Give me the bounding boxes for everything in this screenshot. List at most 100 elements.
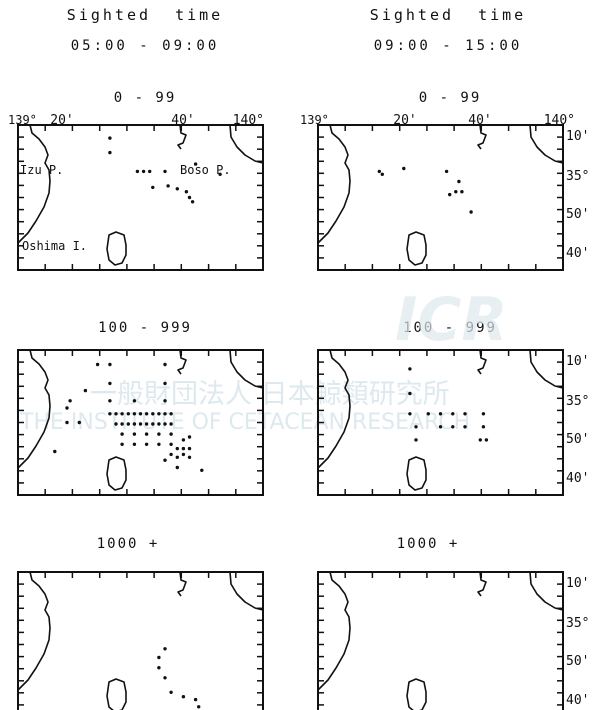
sighting-dot <box>65 406 69 410</box>
sighting-dot <box>157 422 161 426</box>
sighting-dot <box>157 412 161 416</box>
oshima-island <box>106 231 127 266</box>
panel-frame <box>17 571 264 710</box>
sighting-dot <box>132 422 137 426</box>
sighting-dot <box>377 169 381 174</box>
latitude-label: 10' <box>566 354 589 369</box>
sighting-dot <box>454 190 458 194</box>
sighting-dot <box>157 655 161 660</box>
sighting-dot <box>408 412 412 416</box>
place-name-oshima: Oshima I. <box>22 239 87 253</box>
place-name-izu: Izu P. <box>20 163 63 177</box>
sighting-dot <box>181 438 186 442</box>
boso-peninsula-coast <box>229 571 264 611</box>
sighting-dot <box>163 362 167 367</box>
sighting-dot <box>132 412 137 416</box>
latitude-label: 35° <box>566 616 589 631</box>
sighting-dot <box>95 362 100 367</box>
sighting-dot <box>200 468 204 472</box>
boso-coast-inlet <box>177 124 187 150</box>
latitude-label: 40' <box>566 471 589 486</box>
sighting-dot <box>120 442 124 446</box>
sighting-dot <box>193 162 198 166</box>
sighting-dot <box>402 166 406 171</box>
longitude-label-139: 139° <box>8 113 37 127</box>
oshima-island <box>406 231 427 266</box>
sighting-dot <box>218 172 222 176</box>
sighting-dot <box>181 446 186 451</box>
sighting-dot <box>83 388 88 393</box>
boso-coast-inlet <box>177 571 187 597</box>
sighting-dot <box>451 425 455 429</box>
sighting-dot <box>108 150 112 155</box>
sighting-dot <box>463 425 467 429</box>
latitude-label: 10' <box>566 576 589 591</box>
sighting-dot <box>132 432 137 436</box>
map-panel <box>17 571 264 710</box>
sighting-dot <box>151 185 155 190</box>
boso-peninsula-coast <box>229 349 264 389</box>
sighting-dot <box>151 422 155 426</box>
sighting-dot <box>169 432 173 436</box>
sighting-dot <box>163 676 167 680</box>
sighting-dot <box>163 399 167 403</box>
time-range-left: 05:00 - 09:00 <box>70 38 220 54</box>
boso-coast-inlet <box>177 349 187 375</box>
sighting-dot <box>108 362 112 367</box>
sighting-dot <box>108 136 112 140</box>
sighting-dot <box>163 422 167 426</box>
watermark-japanese: 一般財団法人 日本鯨類研究所 <box>90 379 450 410</box>
group-label-medium-left: 100 - 999 <box>98 320 192 336</box>
latitude-label: 35° <box>566 394 589 409</box>
sighting-dot <box>65 420 69 425</box>
sighting-dot <box>132 442 137 446</box>
sighting-dot <box>126 422 130 426</box>
latitude-label: 40' <box>566 246 589 261</box>
izu-peninsula-coast <box>17 124 51 244</box>
sighting-dot <box>77 420 81 425</box>
sighting-dot <box>144 442 149 446</box>
sighting-dot <box>114 422 118 426</box>
group-label-small-right: 0 - 99 <box>418 90 482 106</box>
sighting-dot <box>408 367 412 371</box>
boso-peninsula-coast <box>529 124 564 164</box>
sighting-dot <box>163 169 167 174</box>
izu-peninsula-coast <box>17 349 51 469</box>
sighting-dot <box>451 412 455 416</box>
sighting-dot <box>144 422 149 426</box>
longitude-label-20min: 20' <box>393 113 416 128</box>
sighting-dot <box>187 446 192 451</box>
sighting-dot <box>157 432 161 436</box>
sighting-dot <box>157 442 161 446</box>
sighting-dot <box>163 412 167 416</box>
time-range-right: 09:00 - 15:00 <box>373 38 523 54</box>
latitude-label: 50' <box>566 207 589 222</box>
sighting-dot <box>460 190 464 194</box>
sighting-dot <box>135 169 140 174</box>
sighting-dot <box>132 399 137 403</box>
longitude-label-40min: 40' <box>171 113 194 128</box>
map-panel <box>17 124 264 271</box>
sighting-dot <box>169 442 173 446</box>
sighting-dot <box>426 412 430 416</box>
sighting-dot <box>148 169 152 174</box>
column-heading-right: Sighted time <box>369 6 527 24</box>
watermark-logo: ICR <box>395 285 508 355</box>
longitude-label-20min: 20' <box>50 113 73 128</box>
sighting-dot <box>187 455 192 459</box>
oshima-island <box>406 678 427 710</box>
sighting-dot <box>408 391 412 396</box>
sighting-dot <box>169 412 173 416</box>
sighting-dot <box>481 425 486 429</box>
sighting-dot <box>469 210 473 214</box>
sighting-dot <box>478 438 482 442</box>
izu-peninsula-coast <box>317 349 351 469</box>
sighting-dot <box>438 412 443 416</box>
panel-frame <box>317 571 564 710</box>
sighting-dot <box>181 452 186 457</box>
sighting-dot <box>144 432 149 436</box>
sighting-dot <box>120 422 124 426</box>
sighting-dot <box>120 412 124 416</box>
place-name-boso: Boso P. <box>180 163 231 177</box>
sighting-dot <box>438 425 443 429</box>
